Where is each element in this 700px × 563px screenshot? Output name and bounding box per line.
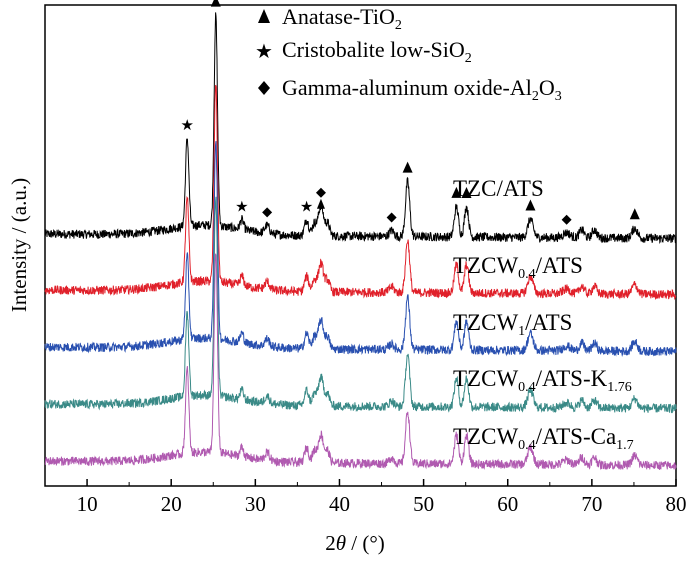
series-label: TZCW0.4/ATS-K1.76 <box>453 366 632 395</box>
x-tick-label: 20 <box>161 492 182 516</box>
alumina-marker <box>262 207 273 218</box>
series-line <box>44 84 677 301</box>
anatase-marker <box>402 161 413 173</box>
series-label: TZC/ATS <box>453 176 544 201</box>
anatase-marker <box>316 198 325 209</box>
x-tick-label: 50 <box>413 492 434 516</box>
phase-marker-layer: ★ ★ ★ <box>180 0 640 225</box>
x-tick-label: 70 <box>581 492 602 516</box>
x-axis: 10 20 30 40 50 60 70 80 <box>44 479 687 516</box>
series-line <box>44 196 677 414</box>
plot-frame <box>44 4 677 487</box>
alumina-marker <box>386 212 397 223</box>
x-axis-label: 2θ / (°) <box>325 531 385 555</box>
anatase-marker <box>461 187 472 199</box>
anatase-marker <box>451 186 462 198</box>
series-line <box>44 12 677 244</box>
legend-entry-cristobalite: Cristobalite low-SiO2 <box>282 37 472 66</box>
x-tick-label: 60 <box>497 492 518 516</box>
anatase-marker <box>629 208 640 220</box>
legend-star-marker: ★ <box>255 41 273 63</box>
series-label-layer: TZC/ATS TZCW0.4/ATS TZCW1/ATS TZCW0.4/ATS-K… <box>453 176 634 453</box>
legend-diamond-marker <box>258 81 270 95</box>
anatase-marker <box>210 0 221 7</box>
series-label: TZCW0.4/ATS-Ca1.7 <box>453 424 634 453</box>
x-tick-label: 10 <box>77 492 98 516</box>
legend-entry-anatase: Anatase-TiO2 <box>282 4 402 33</box>
cristobalite-marker: ★ <box>300 200 313 216</box>
alumina-marker <box>561 214 572 225</box>
alumina-marker <box>315 187 326 198</box>
x-tick-label: 80 <box>666 492 687 516</box>
x-tick-label: 40 <box>329 492 350 516</box>
cristobalite-marker: ★ <box>180 118 193 134</box>
series-label: TZCW0.4/ATS <box>453 253 583 282</box>
series-label: TZCW1/ATS <box>453 310 572 339</box>
legend: Anatase-TiO2 ★ Cristobalite low-SiO2 Gam… <box>255 4 562 104</box>
series-layer <box>44 12 677 471</box>
legend-entry-alumina: Gamma-aluminum oxide-Al2O3 <box>282 75 562 104</box>
x-tick-label: 30 <box>245 492 266 516</box>
series-line <box>44 141 677 358</box>
legend-triangle-marker <box>258 9 270 23</box>
anatase-marker <box>525 199 536 211</box>
cristobalite-marker: ★ <box>235 200 248 216</box>
series-line <box>44 253 677 471</box>
y-axis-label: Intensity / (a.u.) <box>7 178 31 312</box>
